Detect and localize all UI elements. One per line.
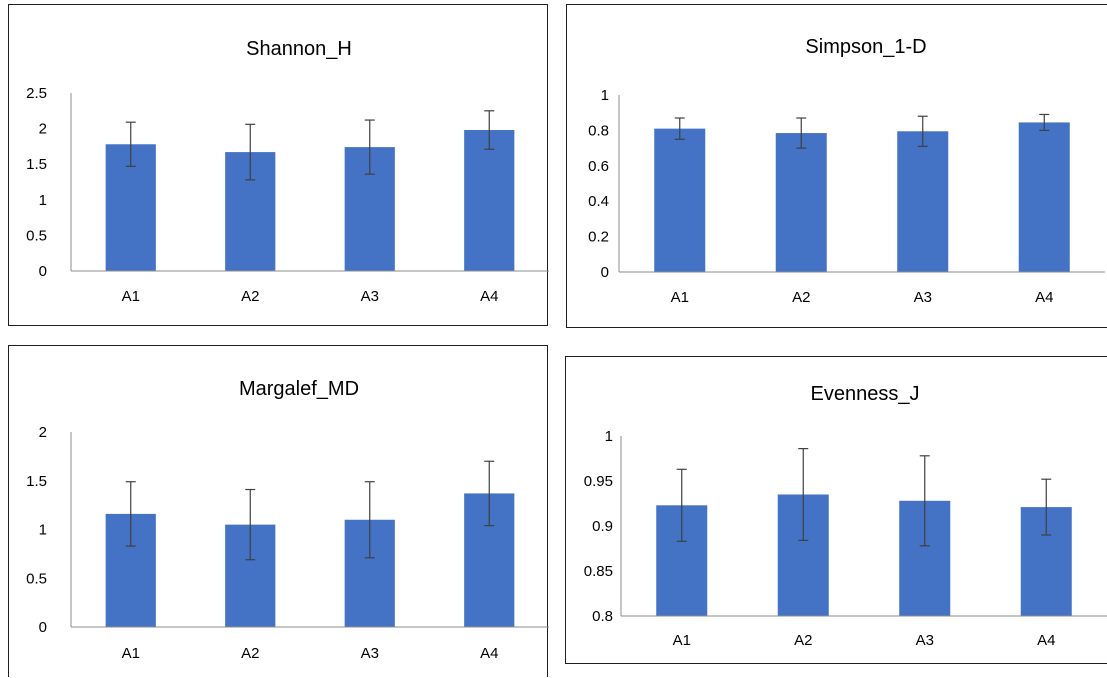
- margalef-md-x-tick-label-a4: A4: [480, 645, 498, 662]
- simpson-1-d-bar-a3: [897, 131, 949, 272]
- simpson-1-d-x-tick-label-a1: A1: [671, 289, 689, 306]
- evenness-j-chart: Evenness_J 0.8 0.85 0.9 0.95 1 A1 A2 A3 A4: [584, 383, 1107, 649]
- evenness-j-error-bar-a3: [919, 455, 930, 547]
- margalef-md-x-tick-label-a3: A3: [361, 645, 379, 662]
- shannon-h-y-tick-label: 2: [39, 121, 47, 138]
- simpson-1-d-y-tick-label: 0.2: [588, 229, 609, 246]
- shannon-h-error-bar-a4: [484, 110, 495, 150]
- shannon-h-y-tick-label: 2.5: [26, 85, 47, 102]
- evenness-j-error-bar-a4: [1041, 478, 1052, 536]
- simpson-1-d-y-tick-label: 0.8: [588, 122, 609, 139]
- margalef-md-error-bar-a2: [245, 488, 256, 561]
- shannon-h-x-tick-label-a3: A3: [361, 288, 379, 305]
- evenness-j-chart-title: Evenness_J: [811, 383, 920, 405]
- shannon-h-y-tick-label: 1.5: [26, 156, 47, 173]
- evenness-j-x-tick-label-a3: A3: [916, 632, 934, 649]
- simpson-1-d-y-tick-label: 0.6: [588, 158, 609, 175]
- margalef-md-chart-panel: Margalef_MD 0 0.5 1 1.5 2 A1 A2 A3 A4: [8, 345, 549, 677]
- margalef-md-chart: Margalef_MD 0 0.5 1 1.5 2 A1 A2 A3 A4: [26, 378, 549, 662]
- evenness-j-y-tick-label: 0.85: [584, 563, 613, 580]
- shannon-h-error-bar-a1: [125, 121, 136, 167]
- shannon-h-x-tick-label-a4: A4: [480, 288, 498, 305]
- shannon-h-x-tick-label-a1: A1: [122, 288, 140, 305]
- shannon-h-chart: Shannon_H 0 0.5 1 1.5 2 2.5 A1 A2 A3 A4: [26, 38, 549, 305]
- margalef-md-error-bar-a1: [125, 481, 136, 547]
- simpson-1-d-error-bar-a2: [796, 117, 807, 149]
- evenness-j-y-tick-label: 0.9: [592, 518, 613, 535]
- simpson-1-d-error-bar-a1: [674, 117, 685, 140]
- shannon-h-x-tick-label-a2: A2: [241, 288, 259, 305]
- evenness-j-chart-panel: Evenness_J 0.8 0.85 0.9 0.95 1 A1 A2 A3 A4: [565, 356, 1107, 664]
- simpson-1-d-x-tick-label-a3: A3: [914, 289, 932, 306]
- simpson-1-d-y-tick-label: 1: [601, 87, 609, 104]
- simpson-1-d-y-tick-label: 0: [601, 264, 609, 281]
- simpson-1-d-error-bar-a4: [1039, 113, 1050, 132]
- margalef-md-y-tick-label: 0.5: [26, 570, 47, 587]
- simpson-1-d-chart-title: Simpson_1-D: [805, 36, 926, 58]
- margalef-md-y-tick-label: 1: [39, 522, 47, 539]
- margalef-md-y-tick-label: 1.5: [26, 473, 47, 490]
- simpson-1-d-chart-panel: Simpson_1-D 0 0.2 0.4 0.6 0.8 1 A1 A2 A3 A4: [566, 4, 1107, 328]
- shannon-h-y-tick-label: 1: [39, 192, 47, 209]
- simpson-1-d-y-tick-label: 0.4: [588, 193, 609, 210]
- shannon-h-y-tick-label: 0.5: [26, 227, 47, 244]
- shannon-h-error-bar-a3: [364, 119, 375, 175]
- evenness-j-error-bar-a2: [798, 447, 809, 541]
- shannon-h-chart-title: Shannon_H: [246, 38, 352, 60]
- simpson-1-d-error-bar-a3: [917, 115, 928, 147]
- simpson-1-d-bar-a1: [654, 128, 706, 272]
- margalef-md-x-tick-label-a1: A1: [122, 645, 140, 662]
- shannon-h-bar-a4: [464, 130, 515, 271]
- evenness-j-x-tick-label-a2: A2: [794, 632, 812, 649]
- simpson-1-d-bar-a2: [775, 133, 827, 272]
- shannon-h-error-bar-a2: [245, 123, 256, 181]
- evenness-j-x-tick-label-a4: A4: [1037, 632, 1055, 649]
- evenness-j-y-tick-label: 1: [605, 428, 613, 445]
- evenness-j-y-tick-label: 0.95: [584, 473, 613, 490]
- simpson-1-d-bar-a4: [1018, 122, 1070, 272]
- margalef-md-x-tick-label-a2: A2: [241, 645, 259, 662]
- simpson-1-d-x-tick-label-a2: A2: [792, 289, 810, 306]
- shannon-h-chart-panel: Shannon_H 0 0.5 1 1.5 2 2.5 A1 A2 A3 A4: [8, 4, 549, 326]
- margalef-md-y-tick-label: 0: [39, 619, 47, 636]
- margalef-md-error-bar-a3: [364, 481, 375, 559]
- margalef-md-chart-title: Margalef_MD: [239, 378, 359, 400]
- evenness-j-error-bar-a1: [676, 468, 687, 542]
- evenness-j-x-tick-label-a1: A1: [673, 632, 691, 649]
- simpson-1-d-chart: Simpson_1-D 0 0.2 0.4 0.6 0.8 1 A1 A2 A3 A4: [588, 36, 1105, 306]
- simpson-1-d-x-tick-label-a4: A4: [1035, 289, 1053, 306]
- margalef-md-error-bar-a4: [484, 460, 495, 527]
- margalef-md-y-tick-label: 2: [39, 424, 47, 441]
- evenness-j-y-tick-label: 0.8: [592, 608, 613, 625]
- shannon-h-y-tick-label: 0: [39, 263, 47, 280]
